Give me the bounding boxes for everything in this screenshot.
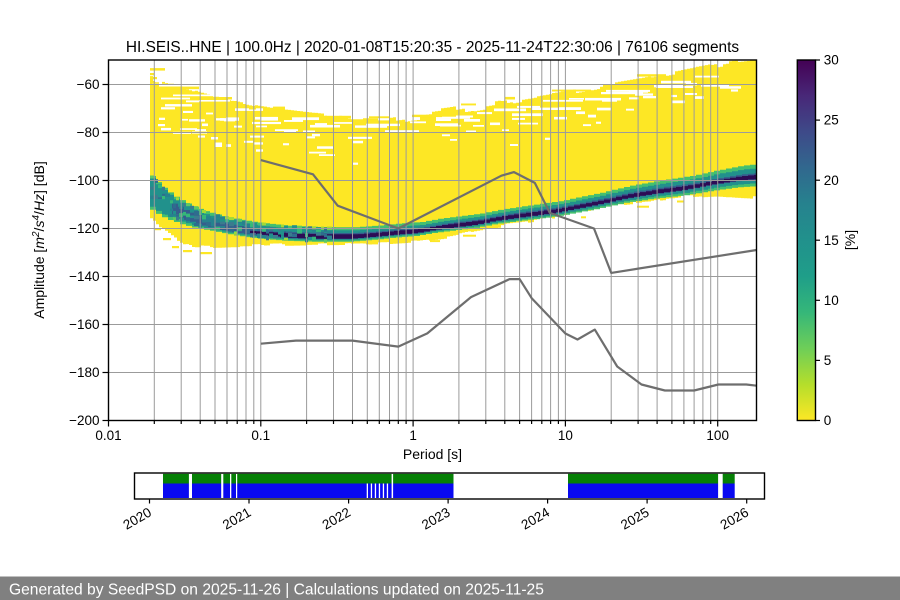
svg-text:0: 0: [824, 413, 832, 428]
svg-text:20: 20: [824, 173, 839, 188]
svg-text:Period [s]: Period [s]: [403, 446, 462, 462]
svg-text:0.1: 0.1: [251, 428, 270, 443]
svg-text:15: 15: [824, 233, 839, 248]
svg-text:−60: −60: [77, 77, 100, 92]
svg-text:−120: −120: [69, 221, 99, 236]
svg-text:10: 10: [558, 428, 573, 443]
svg-text:5: 5: [824, 353, 832, 368]
svg-text:−140: −140: [69, 269, 99, 284]
svg-text:[%]: [%]: [842, 230, 858, 250]
svg-text:25: 25: [824, 113, 839, 128]
svg-text:−160: −160: [69, 317, 99, 332]
svg-text:−100: −100: [69, 173, 99, 188]
svg-text:Amplitude [m2/s4/Hz] [dB]: Amplitude [m2/s4/Hz] [dB]: [31, 161, 48, 318]
svg-text:10: 10: [824, 293, 839, 308]
svg-text:−200: −200: [69, 413, 99, 428]
svg-text:−80: −80: [77, 125, 100, 140]
svg-text:30: 30: [824, 53, 839, 68]
svg-text:Generated by SeedPSD on 2025-1: Generated by SeedPSD on 2025-11-26 | Cal…: [9, 582, 544, 599]
svg-text:−180: −180: [69, 365, 99, 380]
svg-text:HI.SEIS..HNE | 100.0Hz | 2020-: HI.SEIS..HNE | 100.0Hz | 2020-01-08T15:2…: [126, 39, 739, 56]
svg-text:0.01: 0.01: [95, 428, 121, 443]
svg-text:1: 1: [409, 428, 417, 443]
svg-text:100: 100: [706, 428, 729, 443]
